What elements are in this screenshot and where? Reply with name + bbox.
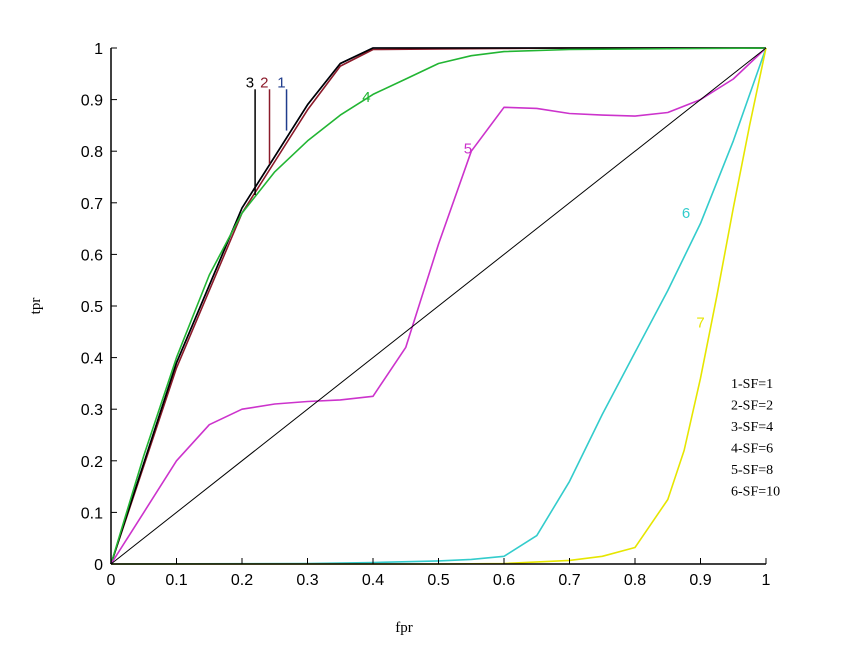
series-label-1: 1 — [277, 74, 285, 91]
series-label-7: 7 — [696, 315, 704, 332]
series-label-4: 4 — [362, 89, 370, 106]
diagonal-reference-line — [110, 47, 767, 565]
series-line-6 — [110, 47, 767, 565]
series-line-4 — [110, 47, 767, 565]
legend-entry: 2-SF=2 — [731, 399, 773, 414]
axes: 0 0.1 0.2 0.3 0.4 0.5 0.6 0.7 0.8 0.9 1 0 0.1 0.2 0.3 0… — [81, 41, 771, 589]
series-lines — [110, 47, 767, 565]
series-label-3: 3 — [246, 74, 254, 91]
series-line-5 — [110, 47, 767, 565]
y-tick-label: 0.4 — [81, 351, 103, 368]
x-tick-label: 0 — [107, 572, 116, 589]
x-tick-label: 0.7 — [558, 572, 580, 589]
y-tick-label: 0.9 — [81, 93, 103, 110]
x-tick-label: 0.8 — [624, 572, 646, 589]
x-tick-label: 0.6 — [493, 572, 515, 589]
series-labels: 3 2 1 4 5 6 7 — [246, 74, 705, 331]
series-label-6: 6 — [682, 205, 690, 222]
x-tick-label: 0.9 — [689, 572, 711, 589]
x-tick-label: 0.3 — [296, 572, 318, 589]
legend: 1-SF=1 2-SF=2 3-SF=4 4-SF=6 5-SF=8 6-SF=10 — [731, 377, 780, 500]
legend-entry: 3-SF=4 — [731, 420, 773, 435]
y-tick-label: 0.8 — [81, 144, 103, 161]
x-tick-label: 0.4 — [362, 572, 384, 589]
x-tick-label: 1 — [762, 572, 771, 589]
series-label-2: 2 — [260, 74, 268, 91]
y-tick-label: 0.1 — [81, 505, 103, 522]
x-tick-label: 0.1 — [165, 572, 187, 589]
y-tick-label: 0.7 — [81, 196, 103, 213]
series-line-3 — [110, 47, 766, 565]
y-tick-label: 0 — [94, 557, 103, 574]
y-tick-label: 0.3 — [81, 402, 103, 419]
y-tick-label: 0.2 — [81, 454, 103, 471]
y-tick-label: 0.6 — [81, 247, 103, 264]
series-label-5: 5 — [464, 141, 472, 158]
x-axis-title: fpr — [395, 620, 413, 636]
legend-entry: 4-SF=6 — [731, 442, 773, 457]
legend-entry: 5-SF=8 — [731, 463, 773, 478]
y-tick-label: 0.5 — [81, 299, 103, 316]
legend-entry: 6-SF=10 — [731, 485, 780, 500]
legend-entry: 1-SF=1 — [731, 377, 773, 392]
x-tick-label: 0.5 — [427, 572, 449, 589]
y-axis-title: tpr — [28, 298, 44, 315]
y-tick-label: 1 — [94, 41, 103, 58]
x-tick-label: 0.2 — [231, 572, 253, 589]
